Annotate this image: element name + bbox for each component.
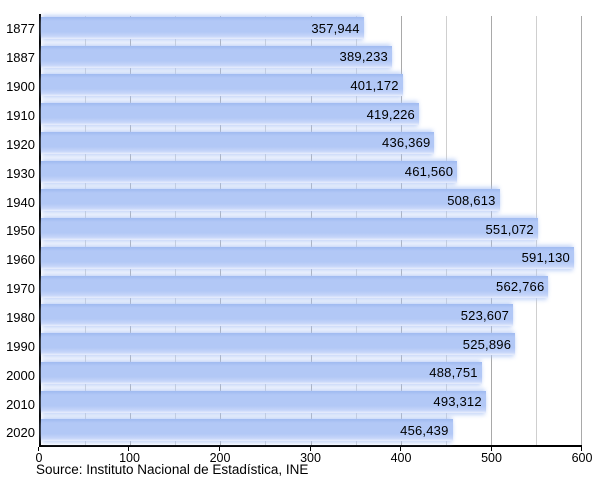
source-caption: Source: Instituto Nacional de Estadístic… xyxy=(36,462,309,477)
x-axis-tick xyxy=(490,447,492,451)
bar: 389,233 xyxy=(41,45,392,68)
y-axis-label: 1960 xyxy=(6,252,35,268)
y-axis-label: 1887 xyxy=(6,50,35,66)
bar-series: 357,944 389,233 401,172 419,226 436,369 461,5… xyxy=(41,14,582,445)
x-axis-tick-label: 100 xyxy=(119,451,140,465)
bar-row: 436,369 xyxy=(41,129,582,158)
bar-value-label: 523,607 xyxy=(460,307,510,323)
bar-row: 389,233 xyxy=(41,43,582,72)
bar-value-label: 488,751 xyxy=(429,365,478,381)
y-axis-label: 1877 xyxy=(6,21,35,37)
bar-row: 562,766 xyxy=(41,273,582,302)
bar-row: 508,613 xyxy=(41,186,582,215)
x-axis-tick-label: 400 xyxy=(390,451,412,465)
plot-area: 357,944 389,233 401,172 419,226 436,369 461,5… xyxy=(39,14,582,447)
bar-row: 591,130 xyxy=(41,244,582,273)
x-axis-tick xyxy=(218,447,220,451)
bar: 419,226 xyxy=(41,103,419,126)
bar-value-label: 493,312 xyxy=(433,394,482,410)
bar-value-label: 419,226 xyxy=(366,106,415,122)
bar-row: 357,944 xyxy=(41,14,582,43)
bar-value-label: 357,944 xyxy=(311,20,360,36)
bar-value-label: 436,369 xyxy=(382,135,431,151)
y-axis-label: 1900 xyxy=(6,79,35,95)
y-axis-label: 1910 xyxy=(6,108,35,123)
x-axis-tick xyxy=(399,447,401,451)
x-axis-tick xyxy=(128,447,130,451)
bar-value-label: 461,560 xyxy=(404,164,454,180)
bar: 456,439 xyxy=(41,419,453,442)
y-axis-label: 1940 xyxy=(6,194,35,210)
bar: 493,312 xyxy=(41,390,486,413)
bar-value-label: 456,439 xyxy=(400,422,449,438)
bar: 523,607 xyxy=(41,304,514,327)
bar-value-label: 551,072 xyxy=(485,221,534,237)
bar: 357,944 xyxy=(41,17,364,39)
x-axis-tick-label: 300 xyxy=(300,451,321,465)
y-axis-label: 2000 xyxy=(6,367,35,383)
bar-value-label: 562,766 xyxy=(496,279,545,295)
bar-row: 419,226 xyxy=(41,100,582,129)
bar: 461,560 xyxy=(41,160,458,183)
bar: 401,172 xyxy=(41,74,403,97)
bar-row: 456,439 xyxy=(41,416,582,445)
y-axis-label: 1970 xyxy=(6,281,35,297)
bar-value-label: 525,896 xyxy=(462,336,512,352)
x-axis-tick-label: 600 xyxy=(571,451,593,465)
y-axis-label: 2020 xyxy=(6,425,35,441)
y-axis-label: 1930 xyxy=(6,165,35,181)
bar-row: 523,607 xyxy=(41,301,582,330)
bar-row: 488,751 xyxy=(41,359,582,388)
bar-row: 461,560 xyxy=(41,158,582,187)
bar: 562,766 xyxy=(41,275,549,298)
bar-value-label: 591,130 xyxy=(521,250,570,266)
bar: 551,072 xyxy=(41,218,538,241)
x-axis-tick xyxy=(581,447,582,451)
bar: 488,751 xyxy=(41,361,482,384)
y-axis-label: 1980 xyxy=(6,310,35,326)
bar-row: 401,172 xyxy=(41,71,582,100)
bar-value-label: 389,233 xyxy=(339,49,388,65)
y-axis-label: 2010 xyxy=(6,396,35,412)
bar-row: 493,312 xyxy=(41,388,582,417)
x-axis-tick xyxy=(309,447,311,451)
bar-row: 551,072 xyxy=(41,215,582,244)
x-axis-tick-label: 0 xyxy=(35,451,43,465)
y-axis-label: 1990 xyxy=(6,338,35,354)
y-axis-label: 1920 xyxy=(6,136,35,152)
x-axis-tick-label: 200 xyxy=(209,451,231,465)
bar-value-label: 508,613 xyxy=(447,192,496,208)
bar-value-label: 401,172 xyxy=(350,77,399,93)
bar: 591,130 xyxy=(41,246,574,269)
x-axis-tick-label: 500 xyxy=(481,451,502,465)
y-axis-labels: 1877 1887 1900 1910 1920 1930 1940 1950 1960 1970… xyxy=(0,14,35,447)
bar: 525,896 xyxy=(41,333,516,356)
bar-row: 525,896 xyxy=(41,330,582,359)
x-axis: 0 100 200 300 400 500 600 xyxy=(35,447,592,467)
major-gridline xyxy=(581,16,582,445)
x-axis-tick xyxy=(38,447,39,451)
bar: 436,369 xyxy=(41,131,435,154)
y-axis-label: 1950 xyxy=(6,223,35,239)
bar: 508,613 xyxy=(41,189,500,212)
